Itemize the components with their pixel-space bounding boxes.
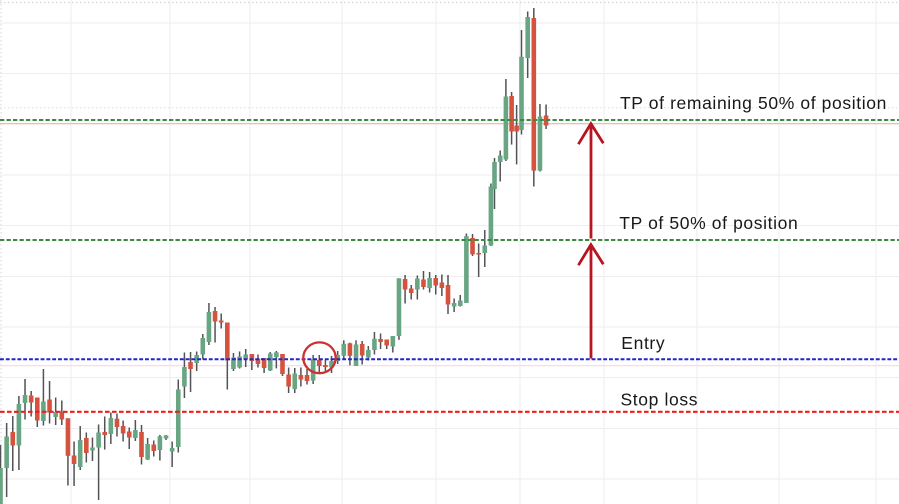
svg-text:Entry: Entry <box>621 333 665 353</box>
svg-text:Stop loss: Stop loss <box>621 389 699 409</box>
svg-text:TP of remaining 50% of positio: TP of remaining 50% of position <box>620 93 887 113</box>
svg-text:TP of 50% of position: TP of 50% of position <box>619 213 798 233</box>
